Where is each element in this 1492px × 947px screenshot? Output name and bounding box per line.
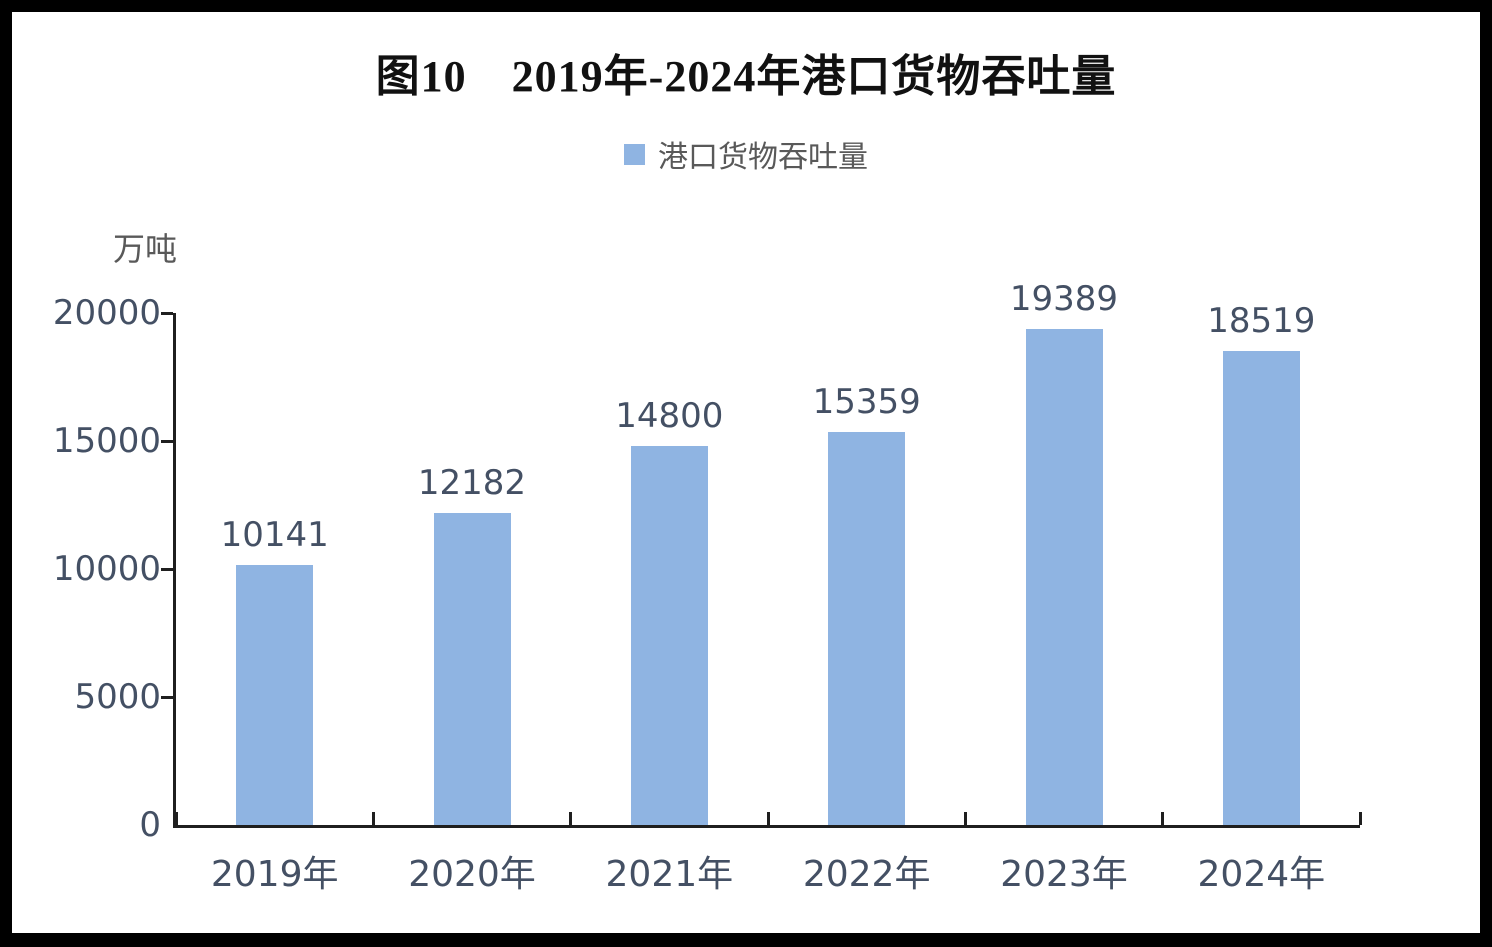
x-axis-category-label: 2022年	[802, 854, 931, 895]
legend-swatch-icon	[624, 143, 645, 165]
bar-2022年	[828, 432, 906, 825]
bar-2021年	[630, 446, 708, 825]
y-axis-tick-label: 5000	[74, 677, 161, 717]
x-axis-tick	[1161, 812, 1165, 825]
x-axis-tick	[174, 812, 178, 825]
y-axis-tick-label: 10000	[52, 549, 161, 589]
y-axis-tick	[161, 567, 173, 571]
x-axis-category-label: 2021年	[605, 854, 734, 895]
x-axis-category-label: 2023年	[1000, 854, 1128, 895]
bar-2023年	[1025, 329, 1103, 825]
bar-value-label: 18519	[1207, 301, 1316, 341]
y-axis-tick	[161, 311, 173, 315]
y-axis-tick-label: 20000	[52, 293, 161, 333]
legend-label: 港口货物吞吐量	[658, 141, 868, 174]
bar-2024年	[1222, 351, 1300, 825]
plot-area: 0 5000 10000 15000 20000 10141 2019年 12182 2020年…	[53, 279, 1362, 895]
bar-value-label: 10141	[220, 515, 329, 555]
legend: 港口货物吞吐量	[12, 132, 1480, 176]
x-axis-category-label: 2019年	[210, 854, 339, 895]
bar-2019年	[236, 565, 314, 825]
chart-canvas: 图10 2019年-2024年港口货物吞吐量 港口货物吞吐量 万吨 0 5000 1…	[12, 12, 1480, 933]
bar-value-label: 12182	[417, 463, 527, 503]
x-axis-category-label: 2020年	[408, 854, 536, 895]
x-axis-tick	[766, 812, 770, 825]
bar-value-label: 14800	[615, 396, 724, 436]
y-axis-unit-label: 万吨	[113, 231, 178, 267]
x-axis-tick	[371, 812, 375, 825]
x-axis-tick	[963, 812, 967, 825]
y-axis-tick	[161, 439, 173, 443]
bar-value-label: 19389	[1009, 279, 1119, 319]
y-axis-tick-label: 15000	[52, 421, 161, 461]
x-axis-tick	[1358, 812, 1362, 825]
x-axis-tick	[569, 812, 573, 825]
x-axis-category-label: 2024年	[1197, 854, 1326, 895]
y-axis-tick-label: 0	[139, 805, 161, 845]
y-axis-tick	[161, 695, 173, 699]
bar-2020年	[433, 513, 511, 825]
bar-value-label: 15359	[812, 382, 921, 422]
chart-title: 图10 2019年-2024年港口货物吞吐量	[375, 52, 1117, 101]
